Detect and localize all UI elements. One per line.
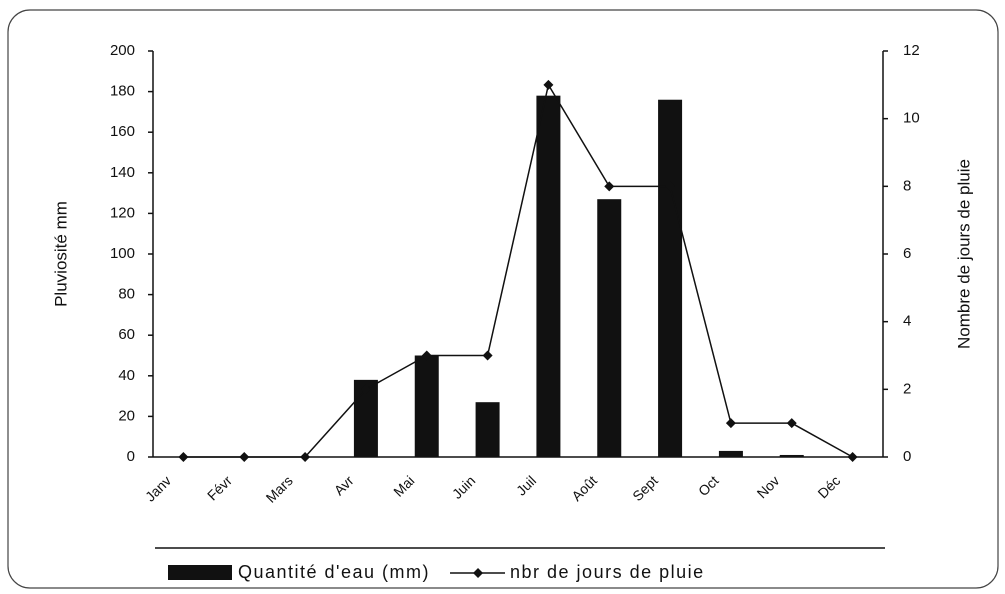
y2-axis-title: Nombre de jours de pluie — [954, 159, 973, 349]
x-tick-label: Sept — [629, 472, 661, 504]
line-marker — [665, 181, 676, 192]
x-tick-label: Juil — [513, 472, 539, 498]
y2-tick-label: 0 — [903, 448, 911, 465]
y2-tick-label: 6 — [903, 245, 911, 262]
line-marker — [604, 181, 615, 192]
y-tick-label: 120 — [110, 204, 135, 221]
y-tick-label: 20 — [118, 407, 135, 424]
legend-label: Quantité d'eau (mm) — [238, 562, 430, 582]
y-tick-label: 80 — [118, 286, 135, 303]
y-tick-label: 40 — [118, 367, 135, 384]
x-tick-label: Mars — [263, 472, 296, 505]
line-marker — [543, 79, 554, 90]
x-tick-label: Mai — [390, 472, 417, 499]
x-tick-label: Avr — [331, 472, 357, 498]
legend-label: nbr de jours de pluie — [510, 562, 705, 582]
y-tick-label: 200 — [110, 42, 135, 59]
x-tick-label: Janv — [142, 472, 174, 504]
line-marker — [786, 418, 797, 429]
y-tick-label: 180 — [110, 83, 135, 100]
y-tick-label: 100 — [110, 245, 135, 262]
bar — [475, 402, 500, 457]
bar — [779, 454, 804, 457]
x-tick-label: Oct — [695, 472, 722, 499]
y-tick-label: 60 — [118, 326, 135, 343]
line-marker — [178, 452, 189, 462]
y-tick-label: 140 — [110, 164, 135, 181]
y2-tick-label: 8 — [903, 177, 911, 194]
x-tick-label: Févr — [204, 472, 235, 503]
y2-tick-label: 12 — [903, 42, 920, 59]
bar — [597, 199, 622, 457]
legend-swatch — [168, 565, 232, 580]
line-marker — [725, 418, 736, 429]
y2-tick-label: 4 — [903, 313, 911, 330]
y-axis-title: Pluviosité mm — [51, 201, 70, 307]
x-tick-label: Août — [568, 472, 600, 504]
line — [183, 82, 853, 458]
y2-tick-label: 2 — [903, 380, 911, 397]
y-tick-label: 0 — [127, 448, 135, 465]
line-marker — [482, 350, 493, 361]
line-marker — [239, 452, 250, 462]
line-marker — [360, 384, 371, 395]
bar — [536, 95, 561, 457]
line-marker — [847, 452, 858, 462]
x-tick-label: Déc — [814, 472, 843, 501]
x-tick-label: Juin — [449, 472, 478, 501]
y-tick-label: 160 — [110, 123, 135, 140]
y2-tick-label: 10 — [903, 110, 920, 127]
bar — [718, 450, 743, 457]
legend-marker — [473, 568, 484, 578]
bar — [658, 99, 683, 457]
x-tick-label: Nov — [754, 472, 783, 501]
frame — [7, 9, 999, 589]
bar — [414, 355, 439, 457]
line-marker — [300, 452, 311, 462]
line-marker — [421, 350, 432, 361]
